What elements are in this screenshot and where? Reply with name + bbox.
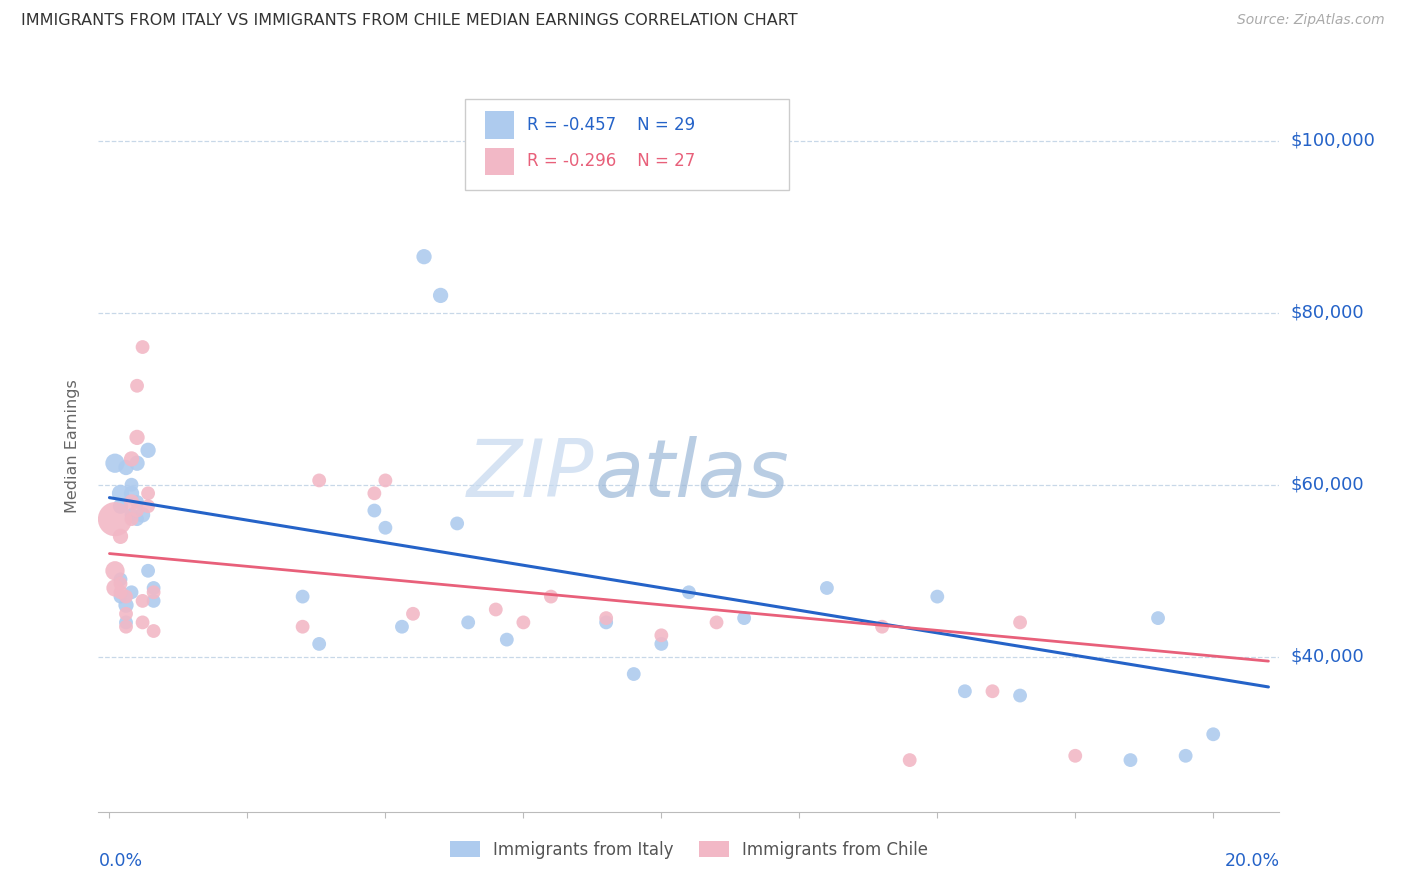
Point	[953, 684, 976, 698]
Point	[815, 581, 838, 595]
Text: 20.0%: 20.0%	[1225, 852, 1279, 870]
Point	[457, 615, 479, 630]
Point	[363, 503, 385, 517]
Point	[898, 753, 921, 767]
Point	[115, 615, 138, 630]
Point	[104, 512, 127, 526]
Point	[595, 611, 617, 625]
Point	[115, 590, 138, 604]
Point	[650, 637, 672, 651]
Point	[115, 598, 138, 612]
Point	[291, 620, 314, 634]
Point	[291, 590, 314, 604]
Point	[308, 474, 330, 488]
Point	[131, 615, 153, 630]
Point	[308, 637, 330, 651]
Point	[650, 628, 672, 642]
Text: R = -0.457    N = 29: R = -0.457 N = 29	[527, 116, 695, 134]
Point	[981, 684, 1004, 698]
Text: ZIP: ZIP	[467, 436, 595, 515]
Point	[142, 581, 165, 595]
Point	[115, 607, 138, 621]
Point	[1064, 748, 1087, 763]
Y-axis label: Median Earnings: Median Earnings	[65, 379, 80, 513]
Point	[110, 500, 132, 514]
Point	[512, 615, 534, 630]
Point	[110, 585, 132, 599]
Point	[142, 594, 165, 608]
Point	[927, 590, 949, 604]
Text: IMMIGRANTS FROM ITALY VS IMMIGRANTS FROM CHILE MEDIAN EARNINGS CORRELATION CHART: IMMIGRANTS FROM ITALY VS IMMIGRANTS FROM…	[21, 13, 797, 29]
Text: $100,000: $100,000	[1291, 131, 1375, 150]
Point	[104, 581, 127, 595]
Point	[131, 340, 153, 354]
Text: atlas: atlas	[595, 436, 789, 515]
Point	[121, 585, 143, 599]
Point	[131, 508, 153, 522]
Point	[485, 602, 508, 616]
Point	[125, 503, 148, 517]
Text: R = -0.296    N = 27: R = -0.296 N = 27	[527, 153, 696, 170]
FancyBboxPatch shape	[485, 111, 515, 139]
Point	[678, 585, 700, 599]
Point	[374, 521, 396, 535]
Point	[1202, 727, 1225, 741]
Text: $80,000: $80,000	[1291, 303, 1364, 322]
Point	[374, 474, 396, 488]
Point	[870, 620, 893, 634]
Point	[495, 632, 517, 647]
Point	[595, 615, 617, 630]
Point	[121, 451, 143, 466]
Text: $40,000: $40,000	[1291, 648, 1364, 665]
Point	[136, 500, 159, 514]
Point	[110, 576, 132, 591]
Point	[136, 443, 159, 458]
Point	[104, 456, 127, 470]
Point	[1010, 615, 1032, 630]
Point	[125, 512, 148, 526]
FancyBboxPatch shape	[464, 99, 789, 190]
Text: 0.0%: 0.0%	[98, 852, 142, 870]
Point	[142, 585, 165, 599]
Point	[540, 590, 562, 604]
Point	[131, 594, 153, 608]
Point	[446, 516, 468, 531]
Point	[136, 564, 159, 578]
Point	[706, 615, 728, 630]
Point	[125, 456, 148, 470]
Point	[110, 590, 132, 604]
Point	[1174, 748, 1197, 763]
Point	[142, 624, 165, 638]
Point	[623, 667, 645, 681]
Point	[363, 486, 385, 500]
FancyBboxPatch shape	[485, 147, 515, 176]
Point	[1010, 689, 1032, 703]
Point	[121, 508, 143, 522]
Point	[121, 512, 143, 526]
Point	[115, 460, 138, 475]
Point	[402, 607, 425, 621]
Point	[110, 573, 132, 587]
Point	[125, 378, 148, 392]
Point	[104, 564, 127, 578]
Point	[110, 529, 132, 543]
Point	[121, 486, 143, 500]
Text: $60,000: $60,000	[1291, 475, 1364, 494]
Text: Source: ZipAtlas.com: Source: ZipAtlas.com	[1237, 13, 1385, 28]
Point	[110, 486, 132, 500]
Point	[1119, 753, 1142, 767]
Point	[136, 486, 159, 500]
Point	[413, 250, 436, 264]
Point	[1147, 611, 1170, 625]
Point	[125, 495, 148, 509]
Point	[121, 495, 143, 509]
Point	[733, 611, 755, 625]
Point	[121, 477, 143, 491]
Point	[391, 620, 413, 634]
Point	[429, 288, 451, 302]
Legend: Immigrants from Italy, Immigrants from Chile: Immigrants from Italy, Immigrants from C…	[443, 834, 935, 865]
Point	[115, 620, 138, 634]
Point	[125, 430, 148, 444]
